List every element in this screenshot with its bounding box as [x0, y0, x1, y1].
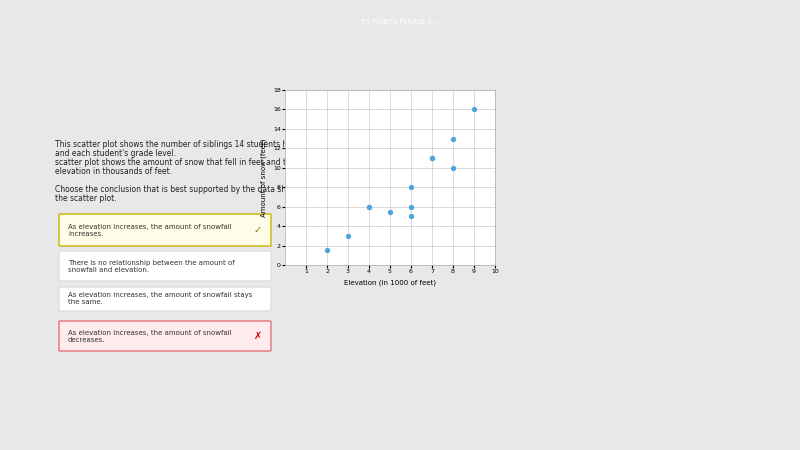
- FancyBboxPatch shape: [59, 251, 271, 281]
- X-axis label: Elevation (in 1000 of feet): Elevation (in 1000 of feet): [344, 280, 436, 286]
- Point: [342, 232, 354, 239]
- Point: [446, 164, 459, 171]
- Point: [405, 203, 418, 210]
- Point: [362, 203, 375, 210]
- FancyBboxPatch shape: [59, 321, 271, 351]
- Text: Choose the conclusion that is best supported by the data shown in: Choose the conclusion that is best suppo…: [55, 185, 311, 194]
- Point: [467, 106, 480, 113]
- Text: the scatter plot.: the scatter plot.: [55, 194, 117, 203]
- Text: ✓: ✓: [254, 225, 262, 235]
- Text: As elevation increases, the amount of snowfall
decreases.: As elevation increases, the amount of sn…: [68, 329, 232, 342]
- Point: [362, 203, 375, 210]
- Point: [384, 208, 397, 215]
- Point: [405, 184, 418, 191]
- Point: [321, 247, 334, 254]
- Point: [405, 213, 418, 220]
- Text: scatter plot shows the amount of snow that fell in feet and the: scatter plot shows the amount of snow th…: [55, 158, 296, 167]
- Point: [426, 154, 438, 162]
- Text: 50 POINTS PLEASE H...: 50 POINTS PLEASE H...: [361, 19, 439, 26]
- FancyBboxPatch shape: [59, 214, 271, 246]
- Text: As elevation increases, the amount of snowfall stays
the same.: As elevation increases, the amount of sn…: [68, 292, 252, 306]
- Text: As elevation increases, the amount of snowfall
increases.: As elevation increases, the amount of sn…: [68, 224, 232, 237]
- Text: ✗: ✗: [254, 331, 262, 341]
- Point: [426, 154, 438, 162]
- Y-axis label: Amount of snow (feet): Amount of snow (feet): [261, 138, 267, 217]
- Text: There is no relationship between the amount of
snowfall and elevation.: There is no relationship between the amo…: [68, 260, 234, 273]
- FancyBboxPatch shape: [59, 287, 271, 311]
- Point: [446, 135, 459, 142]
- Text: This scatter plot shows the number of siblings 14 students have: This scatter plot shows the number of si…: [55, 140, 302, 149]
- Text: elevation in thousands of feet.: elevation in thousands of feet.: [55, 167, 172, 176]
- Text: 12.2.22_5.07_Statistics Unit Test: 12.2.22_5.07_Statistics Unit Test: [321, 94, 479, 104]
- Text: and each student's grade level.: and each student's grade level.: [55, 149, 176, 158]
